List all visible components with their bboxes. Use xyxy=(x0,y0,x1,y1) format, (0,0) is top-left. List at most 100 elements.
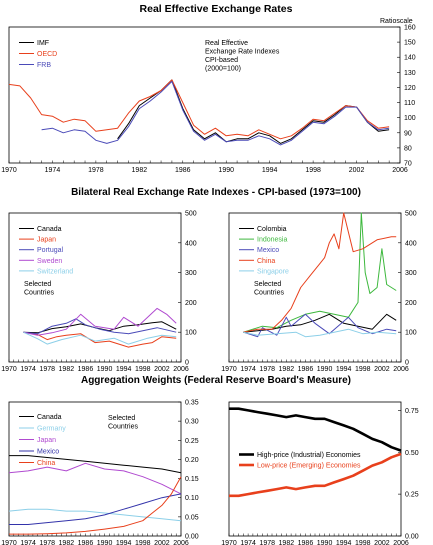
legend-label: High-price (Industrial) Economies xyxy=(257,452,361,459)
y-tick-label: 0.50 xyxy=(405,450,419,457)
y-tick-label: 200 xyxy=(405,300,417,307)
y-tick-label: 100 xyxy=(405,330,417,337)
x-tick-label: 1974 xyxy=(20,540,36,545)
chart-bil1: 1970 1974 1978 1982 1986 1990 1994 1998 2002 2006… xyxy=(1,211,197,374)
x-tick-label: 1990 xyxy=(317,366,333,373)
x-tick-label: 1986 xyxy=(298,540,314,545)
y-axis: 0 100 200 300 400 500 xyxy=(178,211,197,367)
series-group xyxy=(8,79,390,146)
x-tick-label: 1990 xyxy=(218,167,234,174)
y-tick-label: 0.15 xyxy=(185,476,199,483)
x-tick-label: 1982 xyxy=(279,540,295,545)
legend-label: Portugal xyxy=(37,247,64,254)
series-line xyxy=(243,212,397,333)
x-tick-label: 1986 xyxy=(78,540,94,545)
y-tick-label: 500 xyxy=(405,211,417,218)
annotation-line: (2000=100) xyxy=(205,66,241,73)
legend-label: Switzerland xyxy=(37,268,73,275)
series-line xyxy=(243,212,397,333)
series-line xyxy=(23,318,177,335)
x-tick-label: 1974 xyxy=(20,366,36,373)
y-tick-label: 100 xyxy=(404,115,416,122)
x-tick-label: 2006 xyxy=(173,540,189,545)
series-line xyxy=(229,452,402,498)
legend-label: Canada xyxy=(37,414,62,421)
note-line: Countries xyxy=(254,290,284,297)
series-line xyxy=(8,508,182,522)
legend-label: China xyxy=(37,460,55,467)
y-tick-label: 0 xyxy=(405,360,409,367)
x-tick-label: 1974 xyxy=(45,167,61,174)
y-tick-label: 0.00 xyxy=(185,534,199,541)
y-tick-label: 0.05 xyxy=(185,514,199,521)
legend-label: Colombia xyxy=(257,226,287,233)
x-tick-label: 2002 xyxy=(374,540,390,545)
x-tick-label: 1990 xyxy=(317,540,333,545)
legend-label: Sweden xyxy=(37,258,62,265)
legend-label: Indonesia xyxy=(257,237,287,244)
legend-label: IMF xyxy=(37,40,49,47)
y-tick-label: 0.00 xyxy=(405,534,419,541)
y-tick-label: 140 xyxy=(404,55,416,62)
y-axis-title: Ratioscale xyxy=(380,18,413,25)
y-tick-label: 70 xyxy=(404,161,412,168)
legend: Colombia Indonesia Mexico China Singapore xyxy=(239,226,289,275)
x-tick-label: 1970 xyxy=(1,366,17,373)
legend-label: Japan xyxy=(37,437,56,444)
series-line xyxy=(41,80,390,146)
x-tick-label: 1974 xyxy=(240,366,256,373)
series-line xyxy=(243,313,397,338)
legend: Canada Japan Portugal Sweden Switzerland xyxy=(19,226,73,275)
note: Selected Countries xyxy=(254,281,284,297)
y-tick-label: 0.20 xyxy=(185,457,199,464)
y-tick-label: 110 xyxy=(404,100,415,107)
y-tick-label: 200 xyxy=(185,300,197,307)
x-tick-label: 1982 xyxy=(279,366,295,373)
x-tick-label: 1994 xyxy=(262,167,278,174)
series-group xyxy=(23,307,177,348)
y-tick-label: 0.75 xyxy=(405,408,419,415)
series-group xyxy=(229,407,402,498)
y-tick-label: 130 xyxy=(404,70,416,77)
x-tick-label: 2006 xyxy=(173,366,189,373)
plot-frame xyxy=(8,401,182,537)
chart-reer: 1970 1974 1978 1982 1986 1990 1994 1998 2002 2006… xyxy=(1,18,416,174)
note-line: Countries xyxy=(24,290,54,297)
y-tick-label: 160 xyxy=(404,25,416,32)
x-tick-label: 1978 xyxy=(88,167,104,174)
y-tick-label: 0.35 xyxy=(185,400,199,407)
note: Selected Countries xyxy=(24,281,54,297)
x-tick-label: 2006 xyxy=(393,366,409,373)
y-tick-label: 0.25 xyxy=(405,492,419,499)
chart-wgt1: 1970 1974 1978 1982 1986 1990 1994 1998 2002 2006… xyxy=(1,400,199,545)
x-tick-label: 1982 xyxy=(59,366,75,373)
x-tick-label: 1978 xyxy=(39,366,55,373)
y-tick-label: 80 xyxy=(404,145,412,152)
y-tick-label: 400 xyxy=(185,240,197,247)
x-tick-label: 1974 xyxy=(240,540,256,545)
x-tick-label: 1986 xyxy=(78,366,94,373)
y-tick-label: 90 xyxy=(404,130,412,137)
y-axis: 0 100 200 300 400 500 xyxy=(398,211,417,367)
y-axis: 0.00 0.25 0.50 0.75 xyxy=(398,408,419,541)
x-axis: 1970 1974 1978 1982 1986 1990 1994 1998 2002 2006 xyxy=(221,533,409,545)
chart-title-weights: Aggregation Weights (Federal Reserve Boa… xyxy=(81,375,351,386)
plot-frame xyxy=(8,26,401,164)
x-tick-label: 1990 xyxy=(97,366,113,373)
x-tick-label: 1970 xyxy=(1,167,17,174)
y-tick-label: 300 xyxy=(185,270,197,277)
y-tick-label: 150 xyxy=(404,40,416,47)
y-tick-label: 0.30 xyxy=(185,419,199,426)
series-group xyxy=(8,455,182,535)
x-tick-label: 1970 xyxy=(221,366,237,373)
x-axis: 1970 1974 1978 1982 1986 1990 1994 1998 2002 2006 xyxy=(1,359,189,373)
series-line xyxy=(9,493,182,525)
x-tick-label: 1998 xyxy=(355,366,371,373)
series-line xyxy=(117,79,390,144)
x-tick-label: 1994 xyxy=(336,366,352,373)
legend-label: Mexico xyxy=(257,247,279,254)
note-line: Countries xyxy=(108,424,138,431)
series-line xyxy=(23,307,177,336)
x-axis: 1970 1974 1978 1982 1986 1990 1994 1998 2002 2006 xyxy=(221,359,409,373)
